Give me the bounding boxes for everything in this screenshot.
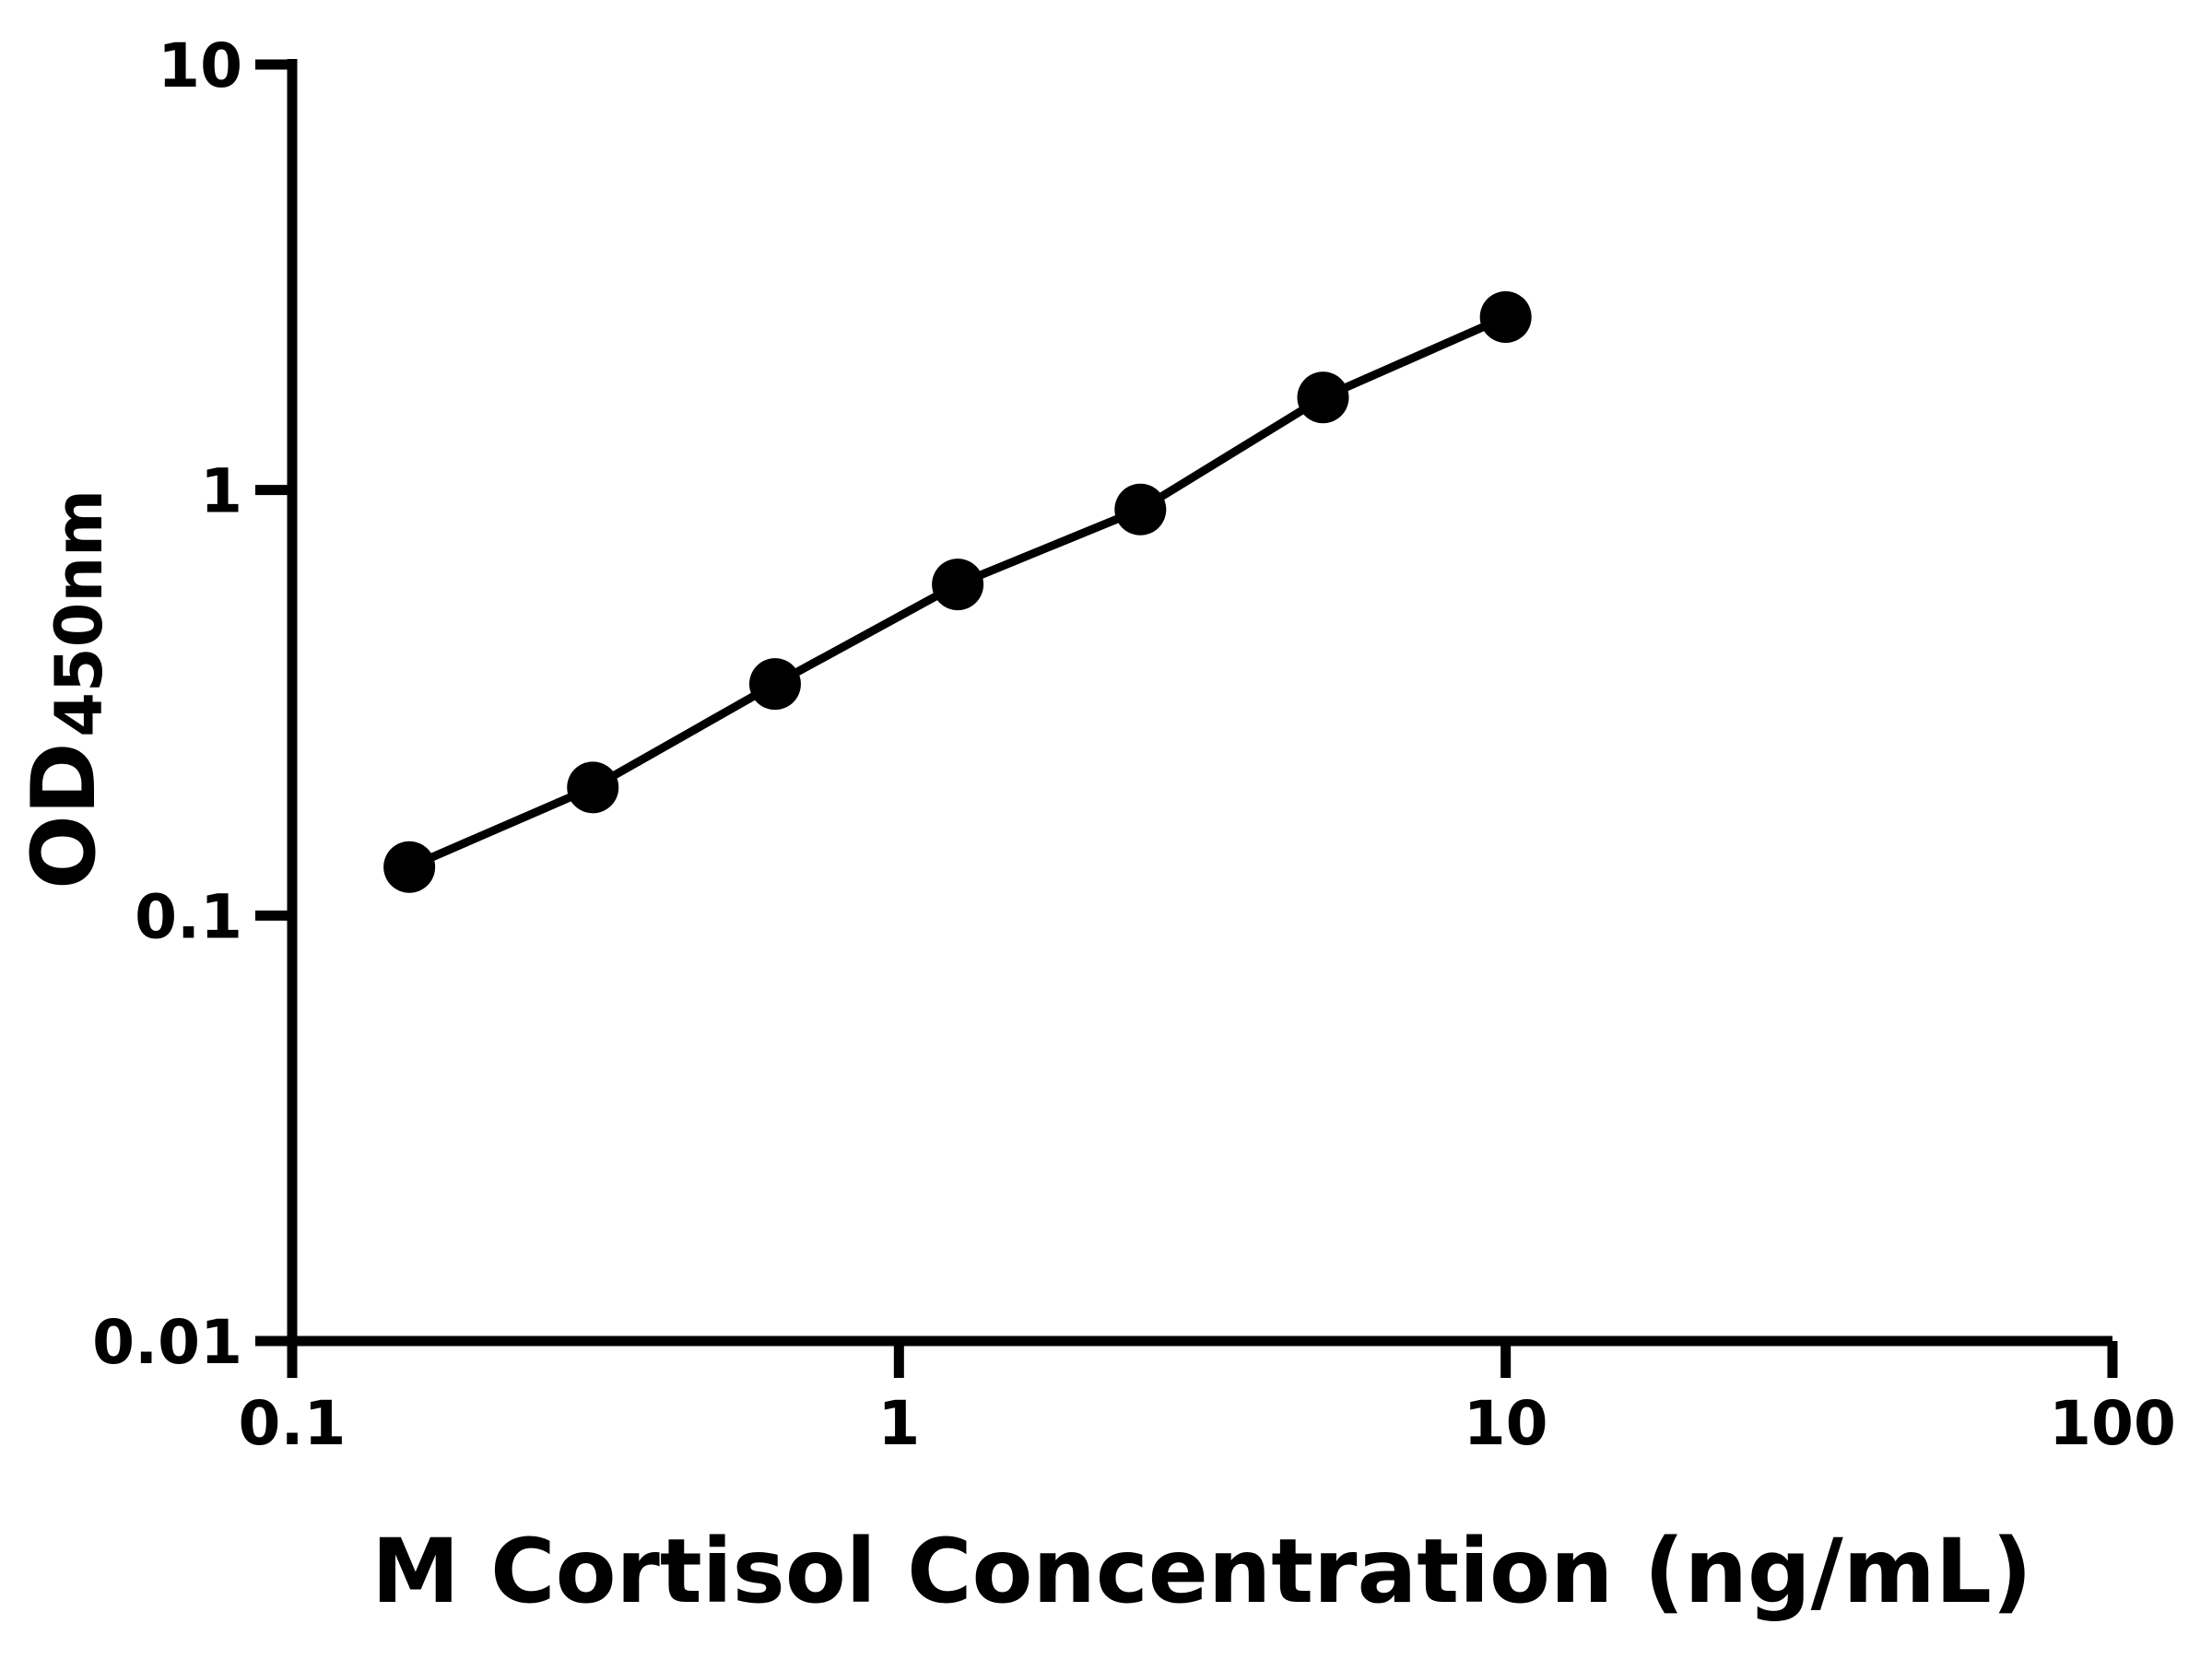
data-point [932, 559, 984, 611]
y-axis-title-main: OD [14, 742, 115, 889]
y-axis-title: OD 450nm [14, 489, 117, 889]
y-tick-label: 0.1 [135, 881, 242, 952]
data-point [748, 658, 801, 711]
x-tick-label: 0.1 [239, 1388, 347, 1459]
plot-layer: 0.1 1 10 100 10 1 0.1 0.01 [92, 30, 2176, 1459]
x-axis-title: M Cortisol Concentration (ng/mL) [371, 1520, 2032, 1623]
data-point [1297, 371, 1349, 424]
y-tick-label: 0.01 [92, 1307, 242, 1378]
y-tick-label: 10 [158, 30, 242, 101]
data-point [383, 841, 436, 893]
x-tick-label: 1 [877, 1388, 920, 1459]
y-tick-label: 1 [200, 456, 242, 527]
data-point [1114, 483, 1167, 535]
x-tick-label: 10 [1464, 1388, 1548, 1459]
data-point [1479, 290, 1532, 343]
data-point [567, 761, 619, 814]
x-tick-label: 100 [2049, 1388, 2176, 1459]
y-axis-title-sub: 450nm [41, 489, 117, 737]
